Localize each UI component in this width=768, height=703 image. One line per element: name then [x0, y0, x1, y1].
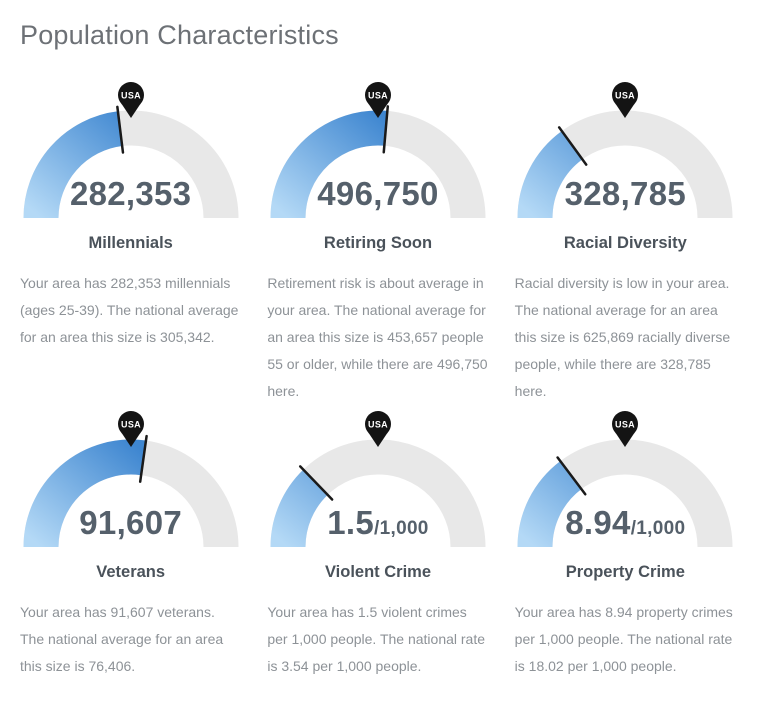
- gauge-local-value-tick: [138, 434, 148, 483]
- usa-pin-label: USA: [121, 420, 141, 430]
- usa-pin-label: USA: [121, 91, 141, 101]
- gauge-card-retiring-soon: USA 496,750 Retiring Soon Retirement ris…: [267, 82, 488, 405]
- gauge-chart-veterans: USA 91,607: [21, 411, 241, 551]
- usa-pin-icon: USA: [364, 411, 391, 447]
- gauge-value-number: 282,353: [69, 175, 192, 212]
- gauge-value: 282,353: [21, 177, 241, 210]
- gauge-fill-arc: [517, 461, 583, 548]
- gauge-local-value-tick: [115, 105, 124, 154]
- gauge-local-value-tick: [382, 105, 389, 154]
- gauge-card-property-crime: USA 8.94/1,000 Property Crime Your area …: [515, 411, 736, 680]
- usa-pin-label: USA: [368, 91, 388, 101]
- gauge-fill-arc: [270, 469, 329, 548]
- gauge-chart-property-crime: USA 8.94/1,000: [515, 411, 735, 551]
- usa-pin-icon: USA: [117, 411, 144, 447]
- usa-pin-icon: USA: [117, 82, 144, 118]
- gauge-chart-racial-diversity: USA 328,785: [515, 82, 735, 222]
- gauge-fill-arc: [23, 439, 146, 548]
- gauge-svg: USA: [517, 411, 733, 548]
- gauge-value-number: 91,607: [79, 504, 183, 541]
- gauge-label: Property Crime: [565, 563, 685, 581]
- gauge-local-value-tick: [556, 456, 587, 496]
- gauge-card-veterans: USA 91,607 Veterans Your area has 91,607…: [20, 411, 241, 680]
- gauge-value-number: 328,785: [564, 175, 686, 212]
- gauge-arc: USA: [268, 82, 488, 222]
- usa-pin-label: USA: [615, 420, 635, 430]
- gauge-card-racial-diversity: USA 328,785 Racial Diversity Racial dive…: [515, 82, 736, 405]
- gauge-fill-arc: [517, 131, 584, 219]
- gauge-label: Retiring Soon: [323, 234, 433, 252]
- gauge-label: Racial Diversity: [563, 234, 687, 252]
- gauge-chart-violent-crime: USA 1.5/1,000: [268, 411, 488, 551]
- gauge-label: Violent Crime: [324, 563, 432, 581]
- gauge-card-violent-crime: USA 1.5/1,000 Violent Crime Your area ha…: [267, 411, 488, 680]
- gauge-arc: USA: [21, 411, 241, 551]
- gauge-description: Your area has 282,353 millennials (ages …: [20, 275, 239, 345]
- gauge-description: Your area has 1.5 violent crimes per 1,0…: [267, 604, 486, 674]
- page-title: Population Characteristics: [20, 20, 339, 50]
- gauge-arc: USA: [21, 82, 241, 222]
- gauge-value-number: 1.5: [327, 504, 375, 541]
- population-characteristics-section: Population Characteristics USA 282,353 M…: [20, 20, 736, 680]
- gauge-svg: USA: [23, 411, 239, 548]
- gauge-fill-arc: [270, 110, 388, 219]
- usa-pin-label: USA: [615, 91, 635, 101]
- gauge-label: Millennials: [88, 234, 173, 252]
- gauge-grid: USA 282,353 Millennials Your area has 28…: [20, 82, 736, 680]
- gauge-value: 496,750: [268, 177, 488, 210]
- gauge-local-value-tick: [558, 126, 588, 166]
- gauge-description: Your area has 8.94 property crimes per 1…: [514, 604, 733, 674]
- usa-pin-label: USA: [368, 420, 388, 430]
- gauge-description: Racial diversity is low in your area. Th…: [514, 275, 731, 399]
- gauge-value: 8.94/1,000: [515, 506, 735, 539]
- gauge-value-number: 8.94: [565, 504, 631, 541]
- gauge-chart-retiring-soon: USA 496,750: [268, 82, 488, 222]
- gauge-fill-arc: [23, 111, 123, 219]
- gauge-value-number: 496,750: [317, 175, 439, 212]
- gauge-local-value-tick: [298, 465, 334, 501]
- gauge-value: 328,785: [515, 177, 735, 210]
- gauge-svg: USA: [270, 82, 486, 219]
- gauge-description: Retirement risk is about average in your…: [267, 275, 488, 399]
- gauge-card-millennials: USA 282,353 Millennials Your area has 28…: [20, 82, 241, 405]
- gauge-description: Your area has 91,607 veterans. The natio…: [20, 604, 224, 674]
- usa-pin-icon: USA: [612, 411, 639, 447]
- gauge-chart-millennials: USA 282,353: [21, 82, 241, 222]
- gauge-value-suffix: /1,000: [374, 518, 429, 539]
- gauge-value-suffix: /1,000: [630, 518, 686, 539]
- usa-pin-icon: USA: [364, 82, 391, 118]
- gauge-arc: USA: [515, 411, 735, 551]
- gauge-svg: USA: [517, 82, 733, 219]
- gauge-label: Veterans: [96, 563, 166, 581]
- gauge-svg: USA: [270, 411, 486, 548]
- gauge-arc: USA: [268, 411, 488, 551]
- gauge-arc: USA: [515, 82, 735, 222]
- gauge-value: 91,607: [21, 506, 241, 539]
- gauge-value: 1.5/1,000: [268, 506, 488, 539]
- usa-pin-icon: USA: [612, 82, 639, 118]
- gauge-svg: USA: [23, 82, 239, 219]
